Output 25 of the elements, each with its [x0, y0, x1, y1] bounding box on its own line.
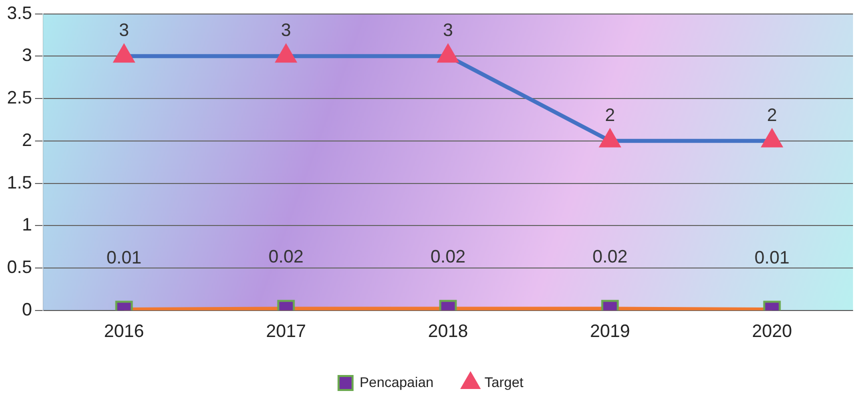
data-label: 3	[443, 20, 454, 40]
y-tick-label: 1.5	[6, 172, 32, 192]
y-tick-label: 2	[22, 130, 32, 150]
data-label: 0.01	[754, 248, 790, 268]
legend-label: Target	[484, 374, 524, 390]
x-tick-label: 2017	[266, 321, 306, 342]
data-label: 0.02	[430, 246, 466, 267]
data-label: 0.01	[106, 248, 142, 268]
y-tick-label: 0	[22, 299, 32, 320]
data-label: 3	[119, 20, 130, 40]
x-tick-label: 2018	[428, 321, 468, 342]
data-label: 3	[281, 20, 292, 40]
x-tick-label: 2020	[752, 321, 792, 342]
y-tick-label: 1	[22, 214, 32, 235]
data-label: 2	[766, 104, 778, 125]
data-label: 2	[605, 104, 616, 125]
y-tick-label: 0.5	[6, 256, 32, 277]
data-label: 0.02	[592, 246, 628, 267]
y-tick-label: 3.5	[6, 2, 32, 23]
data-label: 0.02	[268, 246, 304, 267]
legend-label: Pencapaian	[360, 374, 434, 390]
y-tick-label: 3	[22, 45, 32, 66]
x-tick-label: 2019	[590, 321, 630, 342]
y-tick-label: 2.5	[6, 88, 32, 108]
x-tick-label: 2016	[104, 321, 144, 342]
